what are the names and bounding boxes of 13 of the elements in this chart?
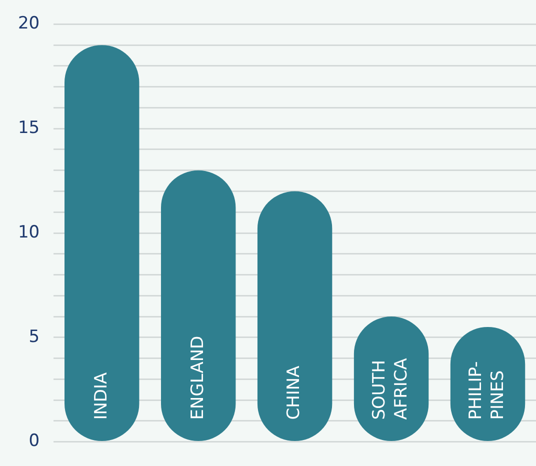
bar bbox=[160, 170, 236, 442]
bar bbox=[64, 45, 140, 442]
y-tick-label: 5 bbox=[28, 326, 40, 347]
x-tick-label: INDIA bbox=[91, 372, 112, 420]
x-tick-label: SOUTH AFRICA bbox=[370, 358, 412, 420]
y-tick-label: 10 bbox=[18, 222, 40, 242]
y-tick-label: 20 bbox=[18, 14, 40, 34]
y-tick-label: 15 bbox=[18, 118, 40, 138]
x-tick-label: PHILIP- PINES bbox=[466, 361, 508, 420]
x-tick-label: ENGLAND bbox=[188, 336, 208, 420]
bar bbox=[257, 191, 332, 442]
x-tick-label: CHINA bbox=[284, 365, 304, 420]
y-tick-label: 0 bbox=[28, 431, 40, 452]
